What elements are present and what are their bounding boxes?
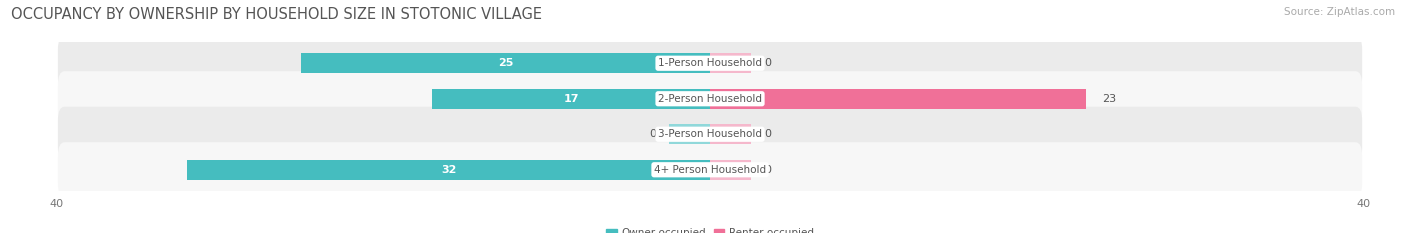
Text: OCCUPANCY BY OWNERSHIP BY HOUSEHOLD SIZE IN STOTONIC VILLAGE: OCCUPANCY BY OWNERSHIP BY HOUSEHOLD SIZE… — [11, 7, 543, 22]
Bar — [710, 160, 751, 179]
FancyBboxPatch shape — [58, 71, 1362, 126]
Bar — [301, 54, 710, 73]
Text: 32: 32 — [441, 165, 456, 175]
Text: 25: 25 — [498, 58, 513, 68]
Bar — [432, 89, 710, 109]
Text: 0: 0 — [763, 165, 770, 175]
Text: 1-Person Household: 1-Person Household — [658, 58, 762, 68]
Bar — [710, 54, 751, 73]
Text: 0: 0 — [650, 129, 657, 139]
Text: 0: 0 — [763, 58, 770, 68]
Text: 2-Person Household: 2-Person Household — [658, 94, 762, 104]
Text: 17: 17 — [564, 94, 579, 104]
Text: Source: ZipAtlas.com: Source: ZipAtlas.com — [1284, 7, 1395, 17]
Bar — [187, 160, 710, 179]
FancyBboxPatch shape — [58, 107, 1362, 162]
Bar — [710, 124, 751, 144]
Text: 3-Person Household: 3-Person Household — [658, 129, 762, 139]
FancyBboxPatch shape — [58, 142, 1362, 197]
FancyBboxPatch shape — [58, 36, 1362, 91]
Text: 4+ Person Household: 4+ Person Household — [654, 165, 766, 175]
Legend: Owner-occupied, Renter-occupied: Owner-occupied, Renter-occupied — [602, 224, 818, 233]
Bar — [669, 124, 710, 144]
Bar — [710, 89, 1085, 109]
Text: 0: 0 — [763, 129, 770, 139]
Text: 23: 23 — [1102, 94, 1116, 104]
